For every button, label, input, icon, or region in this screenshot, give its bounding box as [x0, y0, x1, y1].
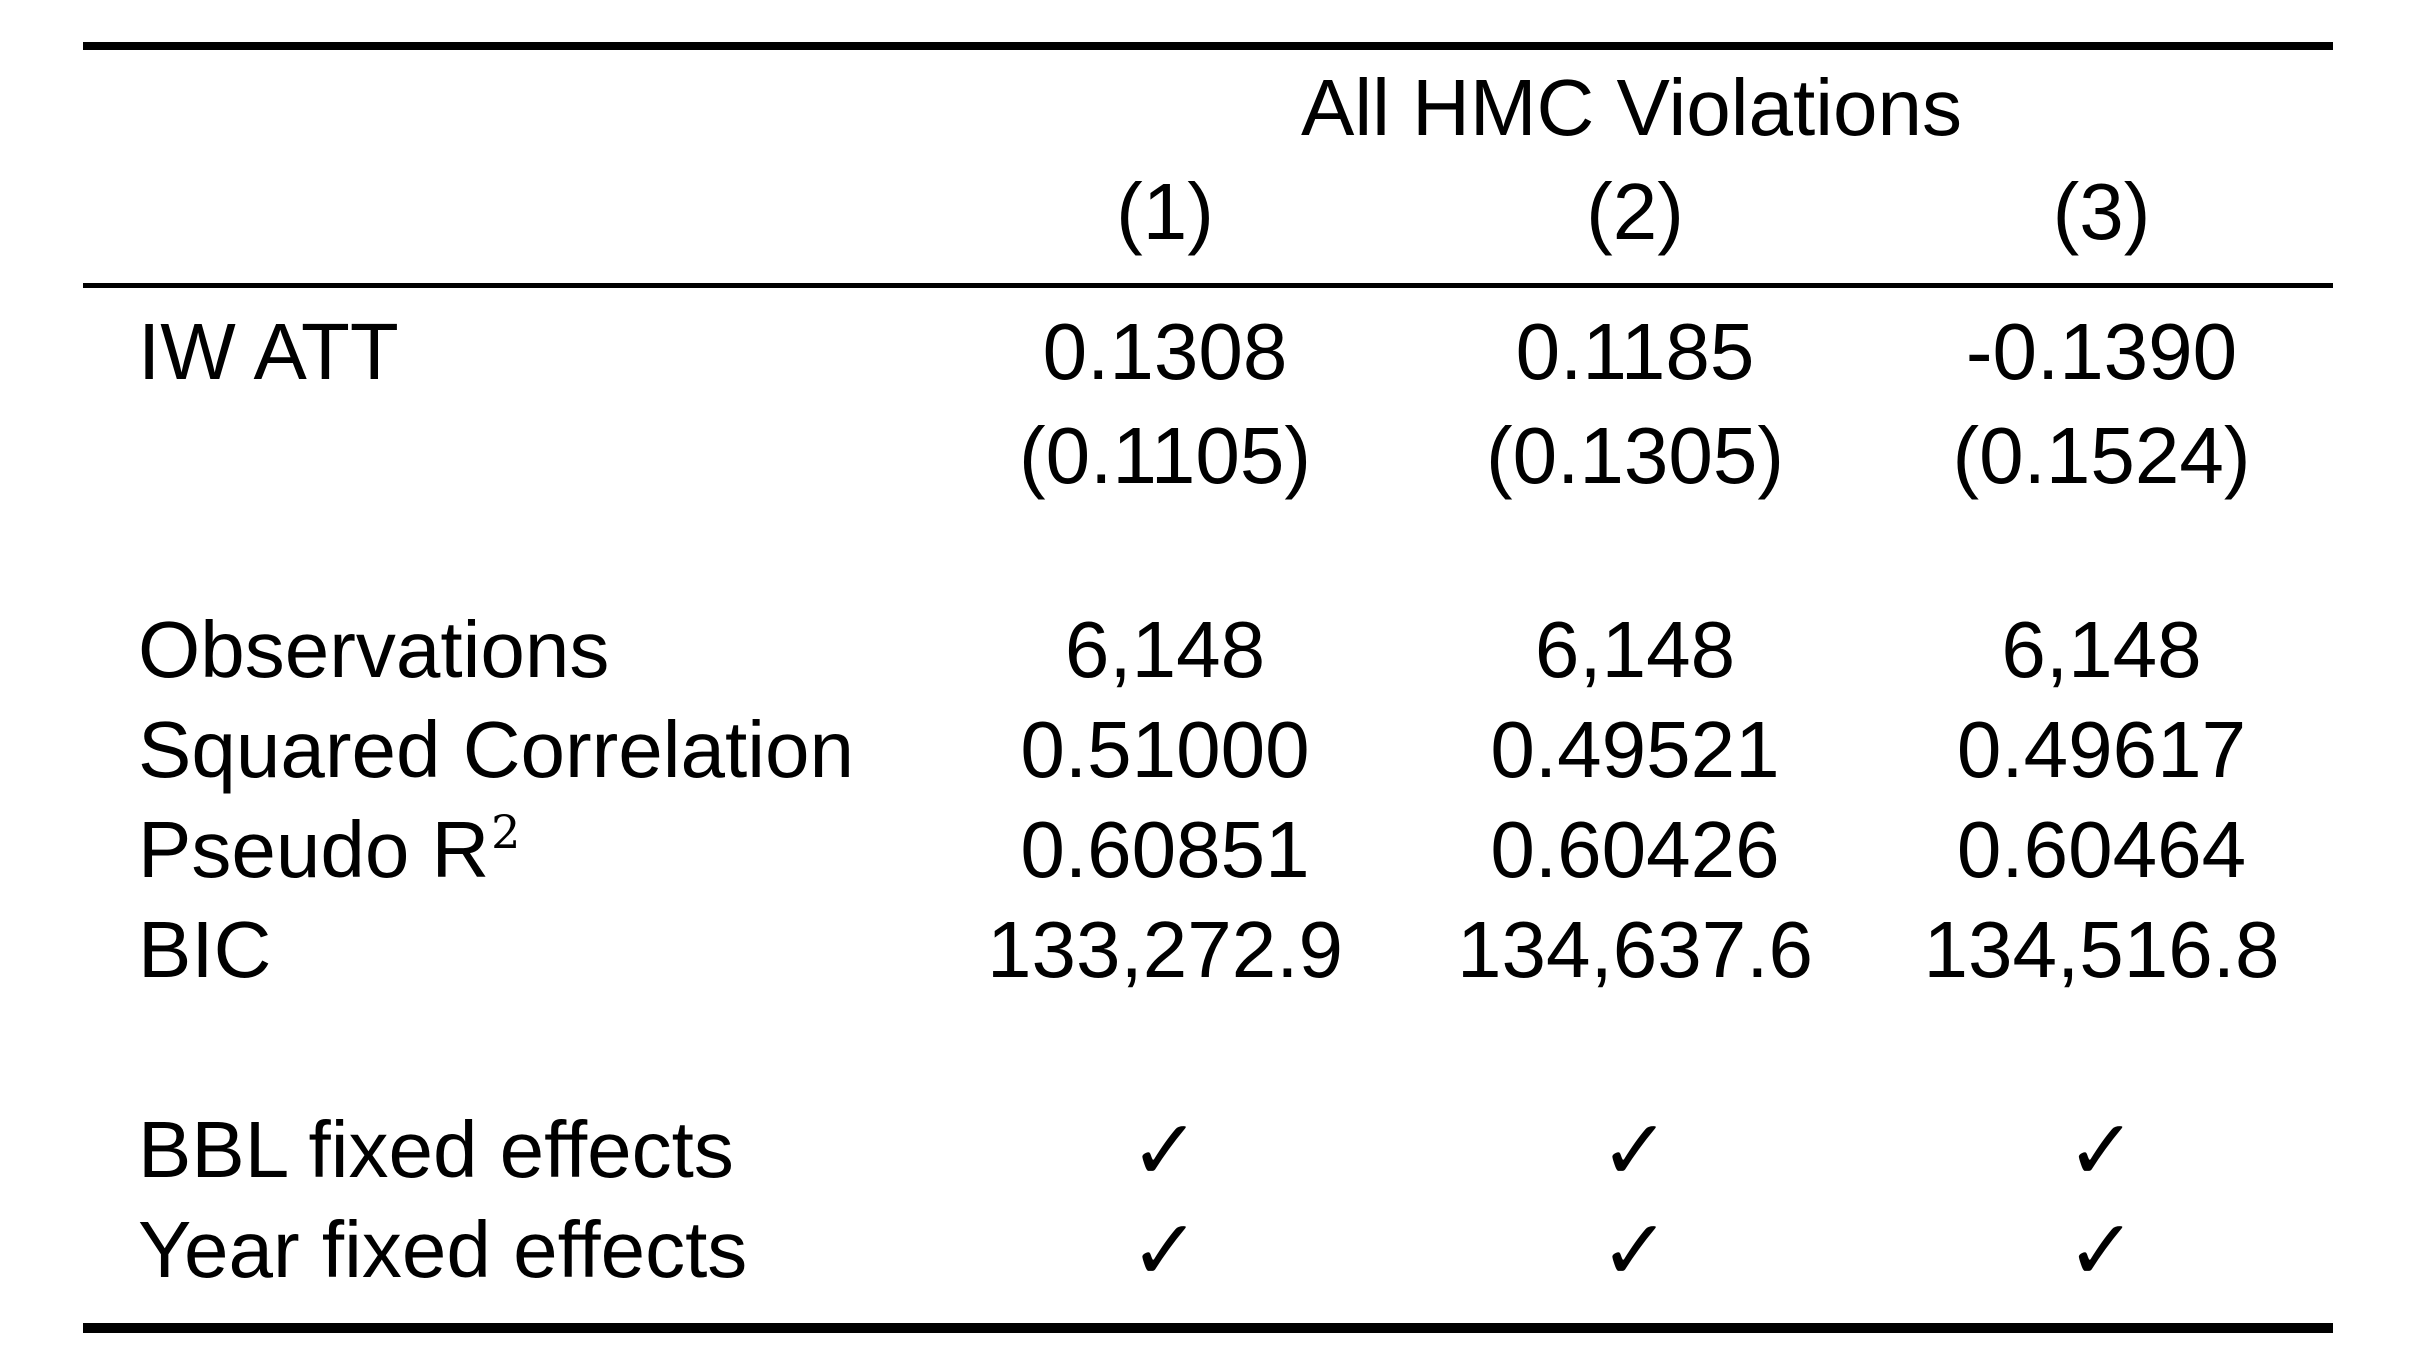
group-header: All HMC Violations: [1301, 62, 1962, 152]
row-label-observations: Observations: [138, 605, 610, 694]
squared-correlation-row: Squared Correlation 0.51000 0.49521 0.49…: [83, 700, 2333, 800]
squared-correlation-2: 0.49521: [1490, 705, 1780, 794]
superscript-2: 2: [491, 805, 521, 860]
row-label-bic: BIC: [138, 905, 272, 994]
checkmark-icon: ✓: [1129, 1201, 1201, 1299]
bic-row: BIC 133,272.9 134,637.6 134,516.8: [83, 900, 2333, 1000]
observations-1: 6,148: [1064, 605, 1266, 694]
checkmark-icon: ✓: [1599, 1201, 1671, 1299]
coefficient-row: IW ATT 0.1308 0.1185 -0.1390: [83, 288, 2333, 402]
iw-att-se-2: (0.1305): [1486, 411, 1784, 500]
year-fixed-effects-row: Year fixed effects ✓ ✓ ✓: [83, 1200, 2333, 1300]
row-label-year-fixed-effects: Year fixed effects: [138, 1205, 748, 1294]
empty-cell: [83, 165, 930, 288]
bbl-fixed-effects-row: BBL fixed effects ✓ ✓ ✓: [83, 1100, 2333, 1200]
checkmark-icon: ✓: [2066, 1201, 2137, 1299]
checkmark-icon: ✓: [1599, 1101, 1671, 1199]
row-label-squared-correlation: Squared Correlation: [138, 705, 854, 794]
observations-3: 6,148: [2001, 605, 2202, 694]
pseudo-r2-label-text: Pseudo R: [138, 805, 490, 894]
iw-att-estimate-3: -0.1390: [1965, 307, 2238, 396]
year-fe-check-3: ✓: [1870, 1200, 2333, 1300]
column-header-3: (3): [1870, 165, 2333, 288]
squared-correlation-1: 0.51000: [1020, 705, 1310, 794]
bic-2: 134,637.6: [1457, 905, 1813, 994]
column-header-row: (1) (2) (3): [83, 165, 2333, 288]
bic-1: 133,272.9: [987, 905, 1343, 994]
bic-3: 134,516.8: [1923, 905, 2280, 994]
bbl-fe-check-3: ✓: [1870, 1100, 2333, 1200]
column-header-1: (1): [930, 165, 1400, 288]
checkmark-icon: ✓: [1129, 1101, 1201, 1199]
column-header-2: (2): [1400, 165, 1870, 288]
spacer: [83, 510, 2333, 600]
bbl-fe-check-2: ✓: [1400, 1100, 1870, 1200]
row-label-pseudo-r2: Pseudo R2: [83, 800, 930, 900]
year-fe-check-1: ✓: [930, 1200, 1400, 1300]
spacer: [83, 1300, 2333, 1323]
standard-error-row: (0.1105) (0.1305) (0.1524): [83, 402, 2333, 510]
pseudo-r2-3: 0.60464: [1956, 805, 2247, 894]
spacer-row: [83, 510, 2333, 600]
group-header-row: All HMC Violations: [83, 50, 2333, 165]
iw-att-estimate-1: 0.1308: [1042, 307, 1288, 396]
observations-2: 6,148: [1534, 605, 1736, 694]
spacer: [83, 1000, 2333, 1100]
empty-cell: [83, 50, 930, 165]
results-table: All HMC Violations (1) (2) (3) IW ATT 0.…: [83, 50, 2333, 1323]
bbl-fe-check-1: ✓: [930, 1100, 1400, 1200]
observations-row: Observations 6,148 6,148 6,148: [83, 600, 2333, 700]
iw-att-estimate-2: 0.1185: [1515, 307, 1755, 396]
regression-table: All HMC Violations (1) (2) (3) IW ATT 0.…: [83, 42, 2333, 1333]
checkmark-icon: ✓: [2066, 1101, 2137, 1199]
row-label-iw-att: IW ATT: [138, 307, 399, 396]
pseudo-r2-1: 0.60851: [1020, 805, 1310, 894]
row-label-bbl-fixed-effects: BBL fixed effects: [138, 1105, 734, 1194]
spacer-row: [83, 1000, 2333, 1100]
year-fe-check-2: ✓: [1400, 1200, 1870, 1300]
pseudo-r2-row: Pseudo R2 0.60851 0.60426 0.60464: [83, 800, 2333, 900]
empty-cell: [83, 402, 930, 510]
squared-correlation-3: 0.49617: [1956, 705, 2247, 794]
pseudo-r2-2: 0.60426: [1490, 805, 1780, 894]
iw-att-se-1: (0.1105): [1018, 411, 1312, 500]
spacer-row: [83, 1300, 2333, 1323]
iw-att-se-3: (0.1524): [1952, 411, 2251, 500]
